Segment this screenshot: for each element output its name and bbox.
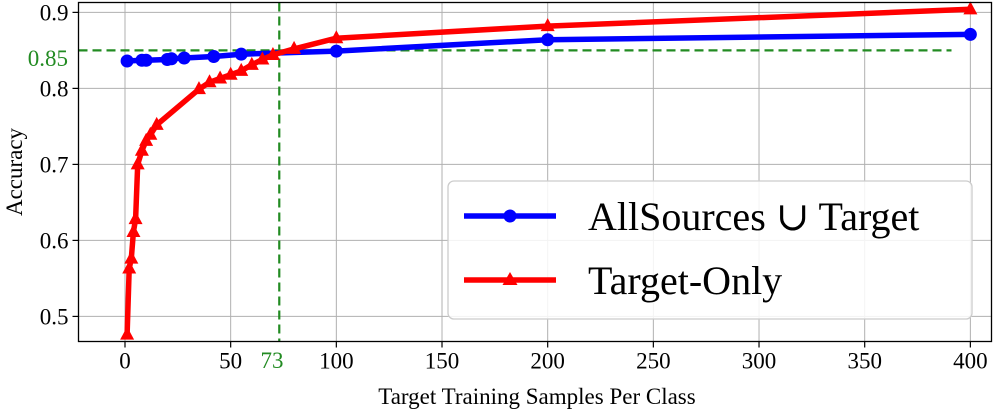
data-point (139, 53, 153, 67)
data-point (130, 156, 145, 170)
data-point (207, 49, 221, 63)
legend-box (447, 180, 973, 320)
data-point (191, 81, 206, 95)
legend-marker-allsources (503, 209, 517, 223)
y-axis-label: Accuracy (2, 127, 27, 216)
data-point (120, 326, 135, 340)
data-point (213, 70, 228, 84)
data-point (541, 33, 555, 47)
x-tick-label: 150 (425, 349, 460, 374)
data-point (124, 250, 139, 264)
series-1 (120, 1, 978, 340)
x-tick-label: 0 (119, 349, 131, 374)
x-tick-label: 300 (742, 349, 777, 374)
y-reference-label: 0.85 (28, 46, 68, 71)
x-tick-label: 50 (219, 349, 242, 374)
y-tick-label: 0.6 (40, 228, 69, 253)
data-point (177, 51, 191, 65)
data-point (223, 66, 238, 80)
y-tick-label: 0.7 (40, 152, 69, 177)
data-point (122, 260, 137, 274)
data-point (128, 211, 143, 225)
data-point (287, 40, 302, 54)
legend-label-target: Target-Only (588, 258, 782, 303)
y-tick-label: 0.9 (40, 0, 69, 25)
data-point (329, 30, 344, 44)
series-0 (120, 27, 977, 68)
y-tick-label: 0.5 (40, 304, 69, 329)
legend-label-allsources: AllSources ∪ Target (588, 194, 919, 239)
data-point (164, 52, 178, 66)
series-layer (120, 1, 978, 340)
data-point (255, 51, 270, 65)
data-point (149, 116, 164, 130)
x-tick-label: 350 (847, 349, 882, 374)
annotation-labels: 0.85 73 (28, 46, 284, 373)
data-point (540, 18, 555, 32)
data-point (265, 46, 280, 60)
data-point (963, 27, 977, 41)
legend-marker-target (502, 272, 518, 285)
ticks: 0 50 100 150 200 250 300 350 400 0.5 0.6 0.7 0.8 0.9 (40, 0, 988, 373)
data-point (963, 1, 978, 15)
data-point (120, 54, 134, 68)
data-point (244, 56, 259, 70)
data-point (143, 126, 158, 140)
x-tick-label: 100 (319, 349, 354, 374)
x-tick-label: 250 (636, 349, 671, 374)
data-point (126, 224, 141, 238)
y-tick-label: 0.8 (40, 76, 69, 101)
data-point (329, 44, 343, 58)
x-reference-label: 73 (261, 348, 284, 373)
data-point (134, 142, 149, 156)
x-tick-label: 400 (953, 349, 988, 374)
plot-frame (77, 1, 993, 343)
x-tick-label: 200 (530, 349, 565, 374)
x-axis-label: Target Training Samples Per Class (378, 384, 695, 409)
data-point (234, 62, 249, 76)
legend: AllSources ∪ Target Target-Only (447, 180, 973, 320)
data-point (202, 74, 217, 88)
data-point (234, 47, 248, 61)
